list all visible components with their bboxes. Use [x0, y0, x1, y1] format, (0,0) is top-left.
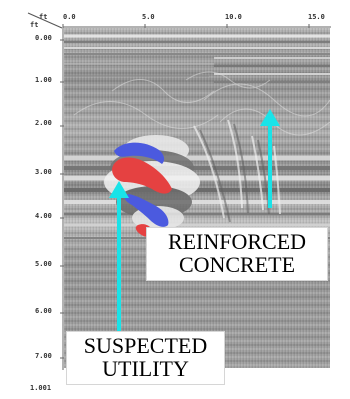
utility-label-line-1: SUSPECTED — [83, 333, 208, 358]
y-tick-4: 4.00 — [35, 212, 52, 220]
y-tick-0: 0.00 — [35, 34, 52, 42]
y-tick-5: 5.00 — [35, 260, 52, 268]
suspected-utility-label: SUSPECTED UTILITY — [66, 331, 225, 385]
reinforced-label-line-2: CONCRETE — [178, 252, 296, 278]
x-tick-15: 15.0 — [308, 13, 325, 21]
y-axis-unit-label: ft — [30, 21, 39, 29]
x-axis-unit-label: ft — [39, 13, 48, 21]
x-tick-5: 5.0 — [142, 13, 155, 21]
reinforced-label-line-1: REINFORCED — [167, 229, 307, 254]
y-tick-2: 2.00 — [35, 119, 52, 127]
y-tick-7: 7.00 — [35, 352, 52, 360]
y-tick-3: 3.00 — [35, 168, 52, 176]
utility-label-line-2: UTILITY — [102, 356, 189, 382]
reinforced-concrete-label: REINFORCED CONCRETE — [146, 227, 328, 281]
x-tick-0: 0.0 — [63, 13, 76, 21]
gpr-radargram — [64, 28, 330, 368]
y-tick-1: 1.00 — [35, 76, 52, 84]
y-tick-6: 6.00 — [35, 307, 52, 315]
x-tick-10: 10.0 — [225, 13, 242, 21]
y-bottom-value: 1.001 — [30, 384, 52, 392]
